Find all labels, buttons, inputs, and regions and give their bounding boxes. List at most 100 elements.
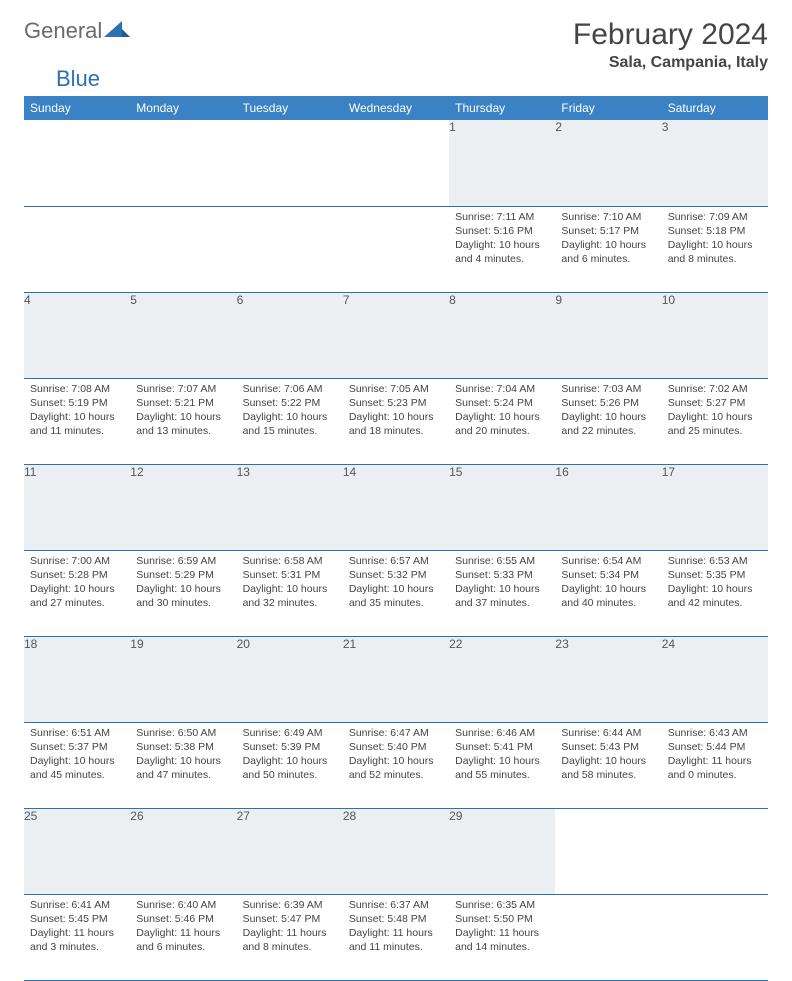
sunset-text: Sunset: 5:33 PM [455, 568, 549, 582]
day-number-cell: 2 [555, 120, 661, 206]
daylight-text: Daylight: 10 hours and 18 minutes. [349, 410, 443, 438]
day-number: 8 [449, 293, 456, 307]
day-cell [237, 206, 343, 292]
sunrise-text: Sunrise: 6:51 AM [30, 726, 124, 740]
daylight-text: Daylight: 10 hours and 11 minutes. [30, 410, 124, 438]
sunrise-text: Sunrise: 7:08 AM [30, 382, 124, 396]
day-number-cell: 20 [237, 636, 343, 722]
day-cell-content: Sunrise: 6:53 AMSunset: 5:35 PMDaylight:… [662, 551, 768, 617]
logo-triangle-icon [104, 19, 130, 44]
sunset-text: Sunset: 5:23 PM [349, 396, 443, 410]
day-cell: Sunrise: 6:51 AMSunset: 5:37 PMDaylight:… [24, 722, 130, 808]
day-number-cell: 23 [555, 636, 661, 722]
day-cell: Sunrise: 6:58 AMSunset: 5:31 PMDaylight:… [237, 550, 343, 636]
sunset-text: Sunset: 5:21 PM [136, 396, 230, 410]
day-number-cell: 1 [449, 120, 555, 206]
day-cell: Sunrise: 7:03 AMSunset: 5:26 PMDaylight:… [555, 378, 661, 464]
day-cell: Sunrise: 6:37 AMSunset: 5:48 PMDaylight:… [343, 894, 449, 980]
day-number-row: 18192021222324 [24, 636, 768, 722]
day-number: 20 [237, 637, 250, 651]
day-cell: Sunrise: 7:07 AMSunset: 5:21 PMDaylight:… [130, 378, 236, 464]
day-number-cell: 24 [662, 636, 768, 722]
sunrise-text: Sunrise: 6:46 AM [455, 726, 549, 740]
weekday-header: Sunday [24, 96, 130, 120]
weekday-header: Saturday [662, 96, 768, 120]
sunrise-text: Sunrise: 6:59 AM [136, 554, 230, 568]
day-cell-content [237, 207, 343, 216]
day-cell: Sunrise: 7:00 AMSunset: 5:28 PMDaylight:… [24, 550, 130, 636]
day-cell [555, 894, 661, 980]
day-cell: Sunrise: 7:06 AMSunset: 5:22 PMDaylight:… [237, 378, 343, 464]
daylight-text: Daylight: 11 hours and 6 minutes. [136, 926, 230, 954]
daylight-text: Daylight: 11 hours and 0 minutes. [668, 754, 762, 782]
day-cell-content: Sunrise: 6:58 AMSunset: 5:31 PMDaylight:… [237, 551, 343, 617]
day-number: 11 [24, 465, 36, 479]
sunrise-text: Sunrise: 7:10 AM [561, 210, 655, 224]
sunrise-text: Sunrise: 6:49 AM [243, 726, 337, 740]
day-number-row: 45678910 [24, 292, 768, 378]
day-number-cell [24, 120, 130, 206]
day-cell-content: Sunrise: 6:43 AMSunset: 5:44 PMDaylight:… [662, 723, 768, 789]
day-number: 22 [449, 637, 462, 651]
day-cell-content: Sunrise: 6:37 AMSunset: 5:48 PMDaylight:… [343, 895, 449, 961]
day-number: 29 [449, 809, 462, 823]
daylight-text: Daylight: 10 hours and 35 minutes. [349, 582, 443, 610]
day-cell: Sunrise: 6:53 AMSunset: 5:35 PMDaylight:… [662, 550, 768, 636]
day-number-cell [237, 120, 343, 206]
sunset-text: Sunset: 5:27 PM [668, 396, 762, 410]
day-number: 13 [237, 465, 250, 479]
day-number: 23 [555, 637, 568, 651]
weekday-header-row: Sunday Monday Tuesday Wednesday Thursday… [24, 96, 768, 120]
day-cell-content: Sunrise: 7:07 AMSunset: 5:21 PMDaylight:… [130, 379, 236, 445]
day-cell: Sunrise: 6:41 AMSunset: 5:45 PMDaylight:… [24, 894, 130, 980]
day-cell: Sunrise: 7:09 AMSunset: 5:18 PMDaylight:… [662, 206, 768, 292]
day-number-cell: 8 [449, 292, 555, 378]
daylight-text: Daylight: 10 hours and 40 minutes. [561, 582, 655, 610]
sunrise-text: Sunrise: 7:06 AM [243, 382, 337, 396]
day-cell: Sunrise: 7:08 AMSunset: 5:19 PMDaylight:… [24, 378, 130, 464]
day-number: 3 [662, 120, 669, 134]
day-cell [343, 206, 449, 292]
day-cell-content: Sunrise: 6:50 AMSunset: 5:38 PMDaylight:… [130, 723, 236, 789]
sunset-text: Sunset: 5:40 PM [349, 740, 443, 754]
calendar-table: Sunday Monday Tuesday Wednesday Thursday… [24, 96, 768, 981]
day-content-row: Sunrise: 7:11 AMSunset: 5:16 PMDaylight:… [24, 206, 768, 292]
day-number: 18 [24, 637, 37, 651]
day-cell: Sunrise: 6:47 AMSunset: 5:40 PMDaylight:… [343, 722, 449, 808]
sunset-text: Sunset: 5:31 PM [243, 568, 337, 582]
day-cell: Sunrise: 6:49 AMSunset: 5:39 PMDaylight:… [237, 722, 343, 808]
day-number: 16 [555, 465, 568, 479]
sunset-text: Sunset: 5:45 PM [30, 912, 124, 926]
day-cell-content [24, 207, 130, 216]
day-cell-content: Sunrise: 6:35 AMSunset: 5:50 PMDaylight:… [449, 895, 555, 961]
sunset-text: Sunset: 5:37 PM [30, 740, 124, 754]
daylight-text: Daylight: 10 hours and 22 minutes. [561, 410, 655, 438]
day-cell-content: Sunrise: 7:09 AMSunset: 5:18 PMDaylight:… [662, 207, 768, 273]
sunset-text: Sunset: 5:24 PM [455, 396, 549, 410]
day-cell-content: Sunrise: 7:11 AMSunset: 5:16 PMDaylight:… [449, 207, 555, 273]
sunset-text: Sunset: 5:32 PM [349, 568, 443, 582]
sunrise-text: Sunrise: 6:53 AM [668, 554, 762, 568]
daylight-text: Daylight: 10 hours and 20 minutes. [455, 410, 549, 438]
daylight-text: Daylight: 10 hours and 6 minutes. [561, 238, 655, 266]
sunrise-text: Sunrise: 7:05 AM [349, 382, 443, 396]
day-cell [130, 206, 236, 292]
day-cell-content: Sunrise: 7:10 AMSunset: 5:17 PMDaylight:… [555, 207, 661, 273]
day-number: 24 [662, 637, 675, 651]
day-cell: Sunrise: 7:02 AMSunset: 5:27 PMDaylight:… [662, 378, 768, 464]
day-number-cell: 14 [343, 464, 449, 550]
day-cell: Sunrise: 6:35 AMSunset: 5:50 PMDaylight:… [449, 894, 555, 980]
sunset-text: Sunset: 5:26 PM [561, 396, 655, 410]
day-cell-content: Sunrise: 6:40 AMSunset: 5:46 PMDaylight:… [130, 895, 236, 961]
day-number: 5 [130, 293, 137, 307]
sunrise-text: Sunrise: 6:54 AM [561, 554, 655, 568]
day-number-cell: 29 [449, 808, 555, 894]
weekday-header: Wednesday [343, 96, 449, 120]
sunrise-text: Sunrise: 6:57 AM [349, 554, 443, 568]
page-header: General February 2024 Sala, Campania, It… [24, 18, 768, 72]
day-number: 12 [130, 465, 143, 479]
day-cell-content: Sunrise: 7:08 AMSunset: 5:19 PMDaylight:… [24, 379, 130, 445]
sunset-text: Sunset: 5:22 PM [243, 396, 337, 410]
day-cell-content: Sunrise: 6:41 AMSunset: 5:45 PMDaylight:… [24, 895, 130, 961]
day-cell [24, 206, 130, 292]
